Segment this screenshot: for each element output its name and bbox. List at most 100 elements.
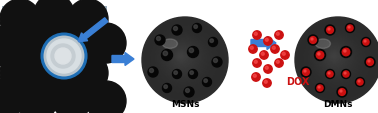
Circle shape [301, 23, 375, 97]
Circle shape [189, 49, 194, 53]
Circle shape [330, 52, 339, 62]
Circle shape [324, 47, 346, 68]
Circle shape [326, 48, 344, 66]
Circle shape [342, 49, 350, 56]
Circle shape [177, 53, 185, 61]
Circle shape [321, 43, 350, 73]
Circle shape [178, 54, 184, 60]
Circle shape [167, 43, 197, 73]
Circle shape [212, 58, 222, 67]
Circle shape [150, 69, 153, 73]
Circle shape [172, 47, 192, 67]
Circle shape [17, 24, 57, 63]
Circle shape [204, 79, 208, 83]
Circle shape [318, 40, 354, 76]
Circle shape [162, 38, 204, 79]
Circle shape [365, 58, 375, 67]
Circle shape [47, 40, 81, 73]
Circle shape [172, 26, 182, 36]
Circle shape [68, 54, 108, 93]
Circle shape [170, 46, 194, 69]
Circle shape [272, 47, 275, 50]
Circle shape [0, 54, 40, 93]
Circle shape [144, 20, 226, 101]
Circle shape [265, 39, 268, 42]
FancyArrow shape [251, 37, 276, 50]
Circle shape [249, 45, 257, 54]
Circle shape [311, 39, 313, 41]
Circle shape [282, 53, 285, 56]
Text: DOX: DOX [286, 76, 309, 86]
Circle shape [148, 24, 220, 95]
Circle shape [166, 42, 198, 74]
Circle shape [331, 54, 337, 60]
Circle shape [163, 39, 203, 78]
Circle shape [328, 72, 330, 74]
Circle shape [52, 27, 92, 66]
Circle shape [328, 50, 342, 64]
Circle shape [347, 26, 353, 32]
Circle shape [319, 42, 352, 74]
FancyArrow shape [78, 19, 108, 42]
Circle shape [177, 52, 186, 62]
Circle shape [315, 38, 357, 79]
Circle shape [147, 22, 223, 98]
Circle shape [203, 78, 212, 87]
Circle shape [250, 47, 253, 50]
Circle shape [17, 81, 57, 113]
Circle shape [311, 34, 361, 84]
Circle shape [310, 37, 316, 44]
Circle shape [264, 38, 272, 46]
Circle shape [361, 38, 370, 47]
Circle shape [314, 37, 358, 80]
Circle shape [146, 21, 224, 99]
Circle shape [190, 71, 194, 75]
Circle shape [301, 24, 373, 95]
Circle shape [364, 41, 366, 43]
Circle shape [168, 44, 196, 72]
Circle shape [34, 52, 74, 91]
Circle shape [316, 84, 324, 93]
Circle shape [316, 52, 324, 59]
Circle shape [323, 46, 347, 69]
Circle shape [318, 86, 320, 88]
Circle shape [0, 27, 24, 66]
Circle shape [296, 19, 378, 102]
Ellipse shape [163, 40, 178, 49]
Circle shape [51, 45, 75, 68]
Circle shape [163, 52, 167, 56]
Circle shape [312, 35, 360, 82]
Circle shape [322, 45, 348, 71]
Circle shape [151, 27, 217, 92]
Circle shape [161, 50, 172, 61]
Circle shape [163, 84, 172, 93]
Circle shape [325, 26, 335, 36]
Circle shape [275, 32, 283, 40]
Circle shape [156, 31, 212, 87]
Circle shape [164, 39, 202, 77]
Circle shape [210, 40, 214, 43]
Circle shape [172, 70, 181, 79]
Text: MSNs: MSNs [171, 99, 199, 108]
Circle shape [186, 89, 189, 93]
Circle shape [264, 81, 267, 84]
Circle shape [34, 0, 74, 35]
Text: DMNs: DMNs [323, 99, 353, 108]
Circle shape [318, 53, 320, 56]
Circle shape [159, 35, 207, 82]
Circle shape [175, 51, 187, 63]
Circle shape [43, 36, 85, 77]
Circle shape [174, 71, 177, 75]
Circle shape [189, 70, 197, 79]
Circle shape [160, 36, 206, 81]
Circle shape [303, 69, 310, 76]
FancyBboxPatch shape [2, 7, 107, 111]
Circle shape [368, 60, 370, 63]
Circle shape [276, 61, 279, 64]
Circle shape [165, 40, 201, 76]
Circle shape [275, 59, 283, 68]
Circle shape [161, 37, 205, 80]
Circle shape [305, 28, 369, 91]
Circle shape [340, 90, 342, 92]
Circle shape [345, 24, 355, 33]
